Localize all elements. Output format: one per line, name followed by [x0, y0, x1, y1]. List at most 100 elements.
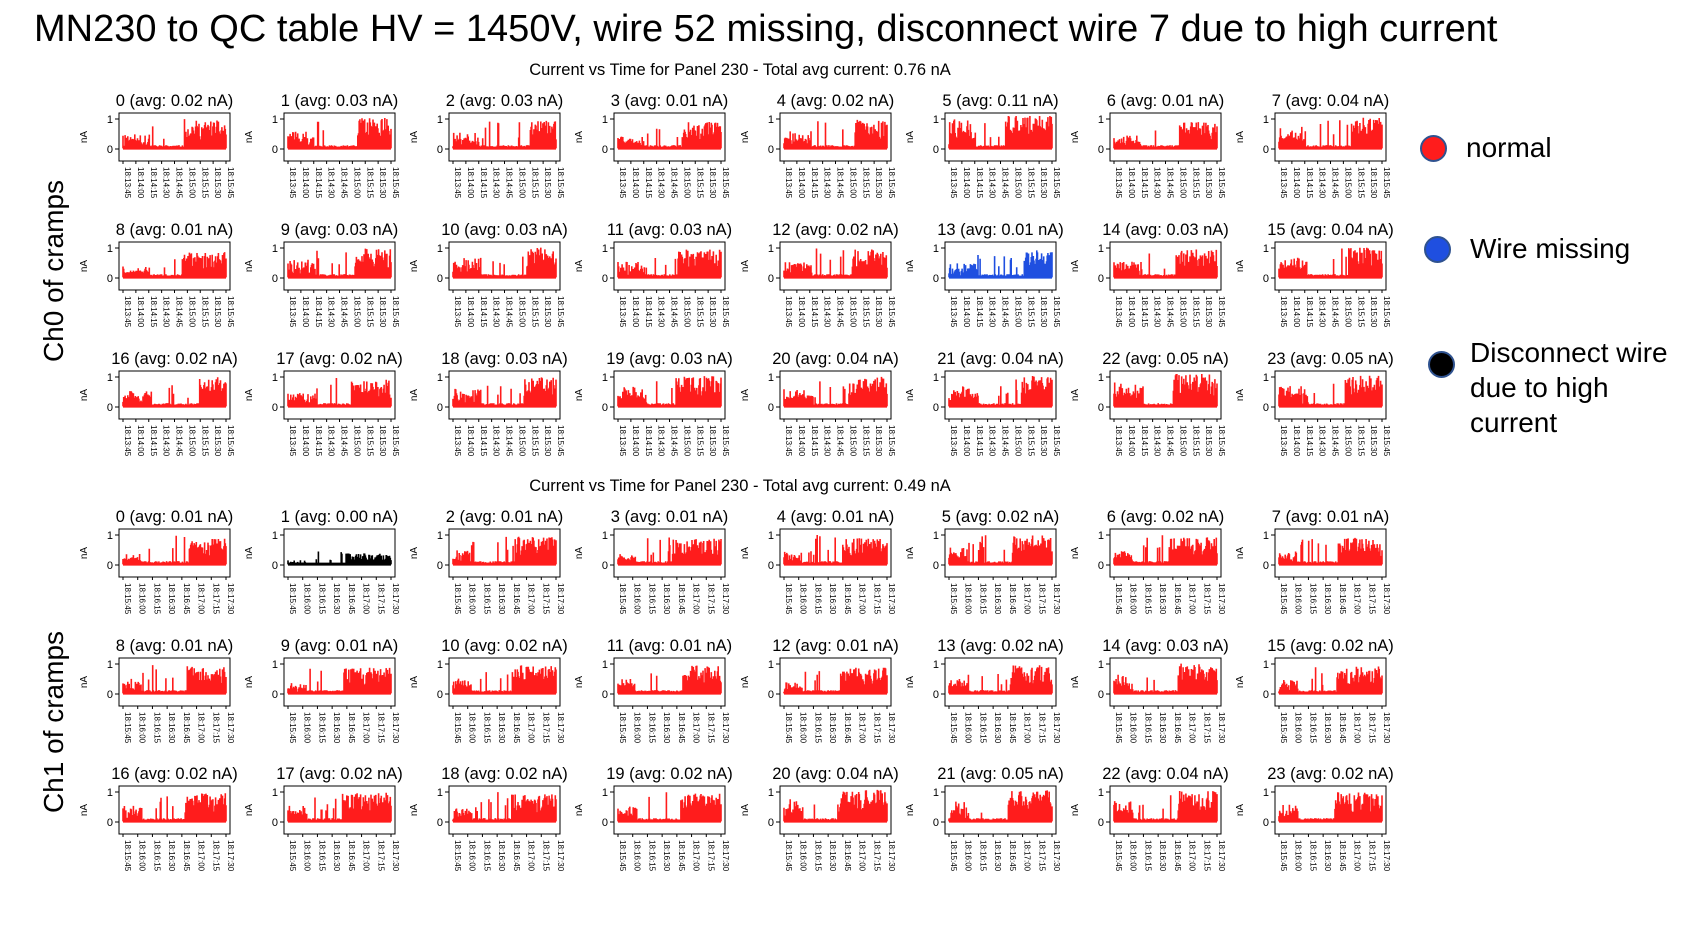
panel-1-4: 4 (avg: 0.01 nA) nA 0 1 18:15:45 18:16:00 18:1…	[740, 508, 896, 615]
y-tick-label: 0	[272, 560, 278, 572]
y-axis-label: nA	[244, 804, 255, 817]
panel-trace	[617, 665, 722, 694]
panel-1-15: 15 (avg: 0.02 nA) nA 0 1 18:15:45 18:16:00 18:…	[1235, 637, 1394, 744]
panel-label: 5 (avg: 0.11 nA)	[942, 92, 1058, 110]
panel-trace	[783, 376, 888, 407]
x-tick-label: 18:14:15	[314, 296, 323, 328]
x-tick-label: 18:16:00	[138, 840, 147, 872]
x-tick-label: 18:17:00	[1023, 583, 1032, 615]
y-tick-label: 1	[107, 114, 113, 126]
x-tick-label: 18:15:45	[123, 712, 132, 744]
panel-1-21: 21 (avg: 0.05 nA) nA 0 1 18:15:45 18:16:00 18:…	[905, 765, 1064, 872]
panel-1-17: 17 (avg: 0.02 nA) nA 0 1 18:15:45 18:16:00 18:…	[244, 765, 403, 872]
x-tick-label: 18:15:30	[874, 425, 883, 457]
panel-0-18: 18 (avg: 0.03 nA) nA 0 1 18:13:45 18:14:00 18:…	[409, 350, 568, 457]
x-tick-label: 18:14:15	[149, 425, 158, 457]
x-tick-label: 18:15:30	[1039, 167, 1048, 199]
x-tick-label: 18:14:45	[1166, 425, 1175, 457]
panel-trace	[287, 248, 392, 278]
panel-frame	[283, 785, 396, 835]
panel-trace	[452, 536, 557, 565]
x-tick-label: 18:15:30	[1039, 425, 1048, 457]
panel-label: 4 (avg: 0.01 nA)	[777, 508, 894, 526]
y-axis-label: nA	[740, 676, 751, 689]
x-tick-label: 18:14:00	[631, 296, 640, 328]
x-tick-label: 18:16:15	[1308, 712, 1317, 744]
x-tick-label: 18:13:45	[618, 167, 627, 199]
panel-label: 6 (avg: 0.02 nA)	[1107, 508, 1224, 526]
x-tick-label: 18:15:00	[682, 425, 691, 457]
x-tick-label: 18:15:30	[1204, 167, 1213, 199]
x-tick-label: 18:16:45	[677, 840, 686, 872]
x-tick-label: 18:15:45	[618, 712, 627, 744]
x-tick-label: 18:15:45	[618, 840, 627, 872]
y-tick-label: 1	[1263, 659, 1269, 671]
y-tick-label: 1	[1098, 243, 1104, 255]
x-tick-label: 18:14:15	[975, 296, 984, 328]
x-tick-label: 18:15:30	[1204, 425, 1213, 457]
panel-trace	[617, 122, 722, 149]
y-axis-label: nA	[409, 131, 420, 144]
panel-trace	[1278, 375, 1383, 407]
panel-frame	[944, 785, 1057, 835]
x-tick-label: 18:17:30	[391, 712, 400, 744]
x-tick-label: 18:15:45	[1382, 425, 1391, 457]
y-axis-label: nA	[574, 260, 585, 273]
y-tick-label: 1	[933, 659, 939, 671]
x-tick-label: 18:16:15	[813, 840, 822, 872]
x-tick-label: 18:17:15	[211, 840, 220, 872]
x-tick-label: 18:16:30	[828, 712, 837, 744]
x-tick-label: 18:15:45	[721, 296, 730, 328]
panel-label: 16 (avg: 0.02 nA)	[111, 765, 238, 783]
y-tick-label: 1	[437, 114, 443, 126]
x-tick-label: 18:15:45	[1052, 296, 1061, 328]
x-tick-label: 18:15:45	[453, 583, 462, 615]
x-tick-label: 18:14:45	[340, 167, 349, 199]
panel-1-12: 12 (avg: 0.01 nA) nA 0 1 18:15:45 18:16:00 18:…	[740, 637, 899, 744]
x-tick-label: 18:13:45	[949, 296, 958, 328]
y-tick-label: 0	[1098, 273, 1104, 285]
y-axis-label: nA	[740, 389, 751, 402]
panel-label: 2 (avg: 0.03 nA)	[446, 92, 563, 110]
x-tick-label: 18:17:15	[1367, 712, 1376, 744]
panel-trace	[783, 248, 888, 278]
panel-0-15: 15 (avg: 0.04 nA) nA 0 1 18:13:45 18:14:00 18:…	[1235, 221, 1394, 328]
y-axis-label: nA	[740, 547, 751, 560]
x-tick-label: 18:16:45	[512, 840, 521, 872]
x-tick-label: 18:17:30	[226, 840, 235, 872]
panel-trace	[617, 249, 722, 278]
x-tick-label: 18:14:45	[836, 425, 845, 457]
x-tick-label: 18:17:15	[872, 583, 881, 615]
x-tick-label: 18:15:15	[530, 167, 539, 199]
panel-label: 14 (avg: 0.03 nA)	[1102, 637, 1229, 655]
panel-frame	[613, 528, 726, 578]
x-tick-label: 18:13:45	[123, 425, 132, 457]
x-tick-label: 18:14:30	[1153, 296, 1162, 328]
x-tick-label: 18:17:30	[1217, 712, 1226, 744]
x-tick-label: 18:15:15	[1356, 167, 1365, 199]
x-tick-label: 18:14:45	[1331, 167, 1340, 199]
panel-label: 17 (avg: 0.02 nA)	[276, 765, 403, 783]
x-tick-label: 18:16:30	[993, 712, 1002, 744]
panel-label: 3 (avg: 0.01 nA)	[611, 92, 728, 110]
x-tick-label: 18:15:45	[1217, 296, 1226, 328]
panel-0-2: 2 (avg: 0.03 nA) nA 0 1 18:13:45 18:14:00 18:1…	[409, 92, 565, 199]
x-tick-label: 18:15:15	[1191, 167, 1200, 199]
panel-label: 7 (avg: 0.04 nA)	[1272, 92, 1389, 110]
x-tick-label: 18:14:45	[1001, 167, 1010, 199]
y-tick-label: 1	[1263, 243, 1269, 255]
x-tick-label: 18:13:45	[1114, 296, 1123, 328]
x-tick-label: 18:15:30	[378, 425, 387, 457]
panel-1-0: 0 (avg: 0.01 nA) nA 0 1 18:15:45 18:16:00 18:1…	[79, 508, 235, 615]
x-tick-label: 18:15:45	[226, 167, 235, 199]
y-tick-label: 0	[107, 689, 113, 701]
x-tick-label: 18:14:45	[505, 167, 514, 199]
y-tick-label: 1	[602, 787, 608, 799]
x-tick-label: 18:16:15	[152, 712, 161, 744]
y-axis-label: nA	[1235, 676, 1246, 689]
x-tick-label: 18:16:45	[182, 712, 191, 744]
x-tick-label: 18:14:45	[1166, 167, 1175, 199]
x-tick-label: 18:17:30	[1382, 583, 1391, 615]
x-tick-label: 18:15:00	[352, 425, 361, 457]
y-tick-label: 1	[933, 243, 939, 255]
